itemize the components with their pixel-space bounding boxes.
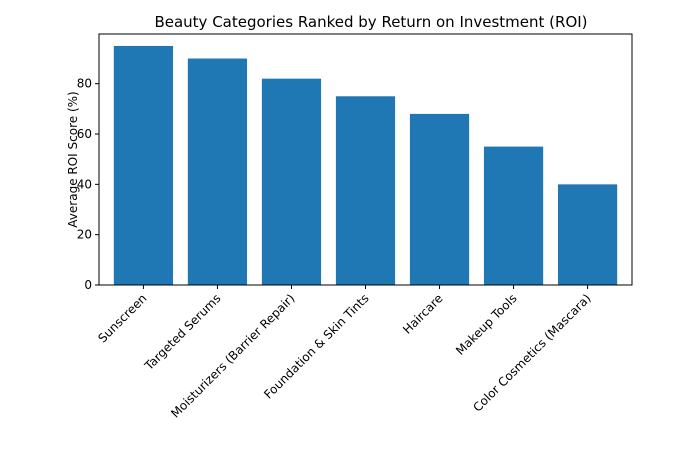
y-tick-label: 60 [77, 127, 92, 141]
bar-7 [557, 184, 618, 285]
y-tick-label: 80 [77, 77, 92, 91]
bar-4 [335, 96, 396, 285]
bar-5 [409, 113, 470, 285]
bar-1 [113, 45, 174, 286]
x-tick-label: Color Cosmetics (Mascara) [470, 291, 593, 414]
x-tick-label: Sunscreen [95, 291, 149, 345]
x-tick-label: Haircare [400, 291, 446, 337]
x-tick-label: Moisturizers (Barrier Repair) [168, 291, 297, 420]
bar-2 [187, 58, 248, 285]
chart-title: Beauty Categories Ranked by Return on In… [154, 13, 587, 31]
y-axis-label: Average ROI Score (%) [66, 91, 80, 227]
x-tick-label: Targeted Serums [141, 291, 223, 373]
y-tick-label: 40 [77, 177, 92, 191]
bar-6 [483, 146, 544, 285]
plot-frame [98, 33, 633, 286]
y-tick-label: 20 [77, 228, 92, 242]
y-tick-label: 0 [84, 278, 92, 292]
bar-3 [261, 78, 322, 285]
x-tick-label: Makeup Tools [453, 291, 520, 358]
